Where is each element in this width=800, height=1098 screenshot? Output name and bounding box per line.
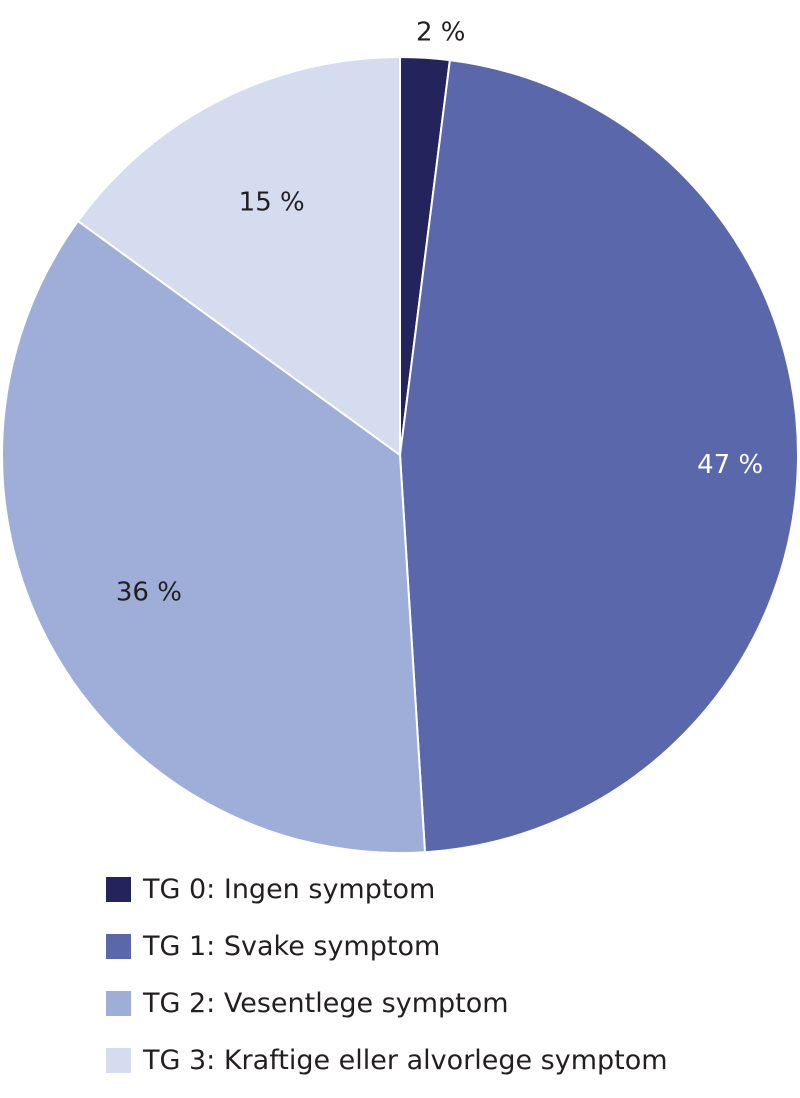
legend: TG 0: Ingen symptom TG 1: Svake symptom … — [106, 870, 668, 1098]
value-label-tg1: 47 % — [697, 450, 763, 480]
legend-label-tg3: TG 3: Kraftige eller alvorlege symptom — [143, 1044, 668, 1076]
pie-slice-tg3 — [76, 55, 401, 457]
legend-item-tg0: TG 0: Ingen symptom — [106, 870, 668, 908]
value-label-tg2: 36 % — [116, 578, 182, 608]
legend-swatch-tg3 — [106, 1047, 131, 1073]
value-label-tg0: 2 % — [416, 18, 466, 48]
legend-label-tg2: TG 2: Vesentlege symptom — [143, 987, 509, 1019]
legend-label-tg1: TG 1: Svake symptom — [143, 930, 441, 962]
pie-slice-tg2 — [1, 219, 427, 854]
legend-swatch-tg1 — [106, 933, 131, 959]
legend-item-tg2: TG 2: Vesentlege symptom — [106, 984, 668, 1022]
legend-swatch-tg0 — [106, 876, 131, 902]
legend-item-tg3: TG 3: Kraftige eller alvorlege symptom — [106, 1041, 668, 1079]
value-label-tg3: 15 % — [239, 188, 305, 218]
pie-value-labels: 2 % 47 % 36 % 15 % — [116, 18, 763, 608]
legend-label-tg0: TG 0: Ingen symptom — [143, 873, 436, 905]
legend-swatch-tg2 — [106, 990, 131, 1016]
pie-chart: 2 % 47 % 36 % 15 % — [1, 18, 799, 854]
pie-slices — [1, 55, 799, 854]
legend-item-tg1: TG 1: Svake symptom — [106, 927, 668, 965]
pie-slice-tg1 — [398, 59, 799, 854]
